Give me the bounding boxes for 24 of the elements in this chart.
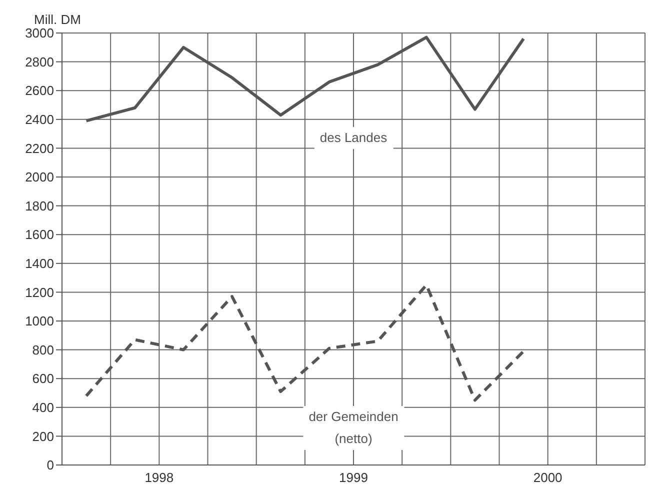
y-tick-label: 1800 (25, 198, 54, 214)
y-tick-label: 2400 (25, 112, 54, 128)
y-tick-label: 800 (32, 342, 54, 358)
text: der Gemeinden (netto) (308, 408, 398, 448)
y-tick-label: 600 (32, 371, 54, 386)
y-tick-label: 400 (32, 400, 54, 416)
x-tick-label: 2000 (533, 470, 562, 486)
y-tick-label: 1200 (25, 284, 54, 300)
y-tick-label: 2000 (25, 170, 54, 185)
y-tick-label: 1600 (25, 227, 54, 242)
y-tick-label: 2600 (25, 83, 54, 98)
y-tick-label: 200 (32, 428, 54, 444)
y-tick-label: 1000 (25, 314, 54, 329)
x-tick-label: 1999 (339, 470, 368, 486)
y-tick-label: 1400 (25, 256, 54, 272)
y-tick-label: 3000 (25, 26, 54, 41)
line-series (84, 36, 526, 122)
y-tick-label: 0 (46, 458, 54, 473)
text: des Landes (320, 128, 388, 147)
y-tick-label: 2800 (25, 54, 54, 70)
line-series (84, 284, 526, 402)
y-axis-title: Mill. DM (34, 12, 81, 27)
x-tick-label: 1998 (144, 470, 174, 486)
y-tick-label: 2200 (25, 140, 54, 156)
